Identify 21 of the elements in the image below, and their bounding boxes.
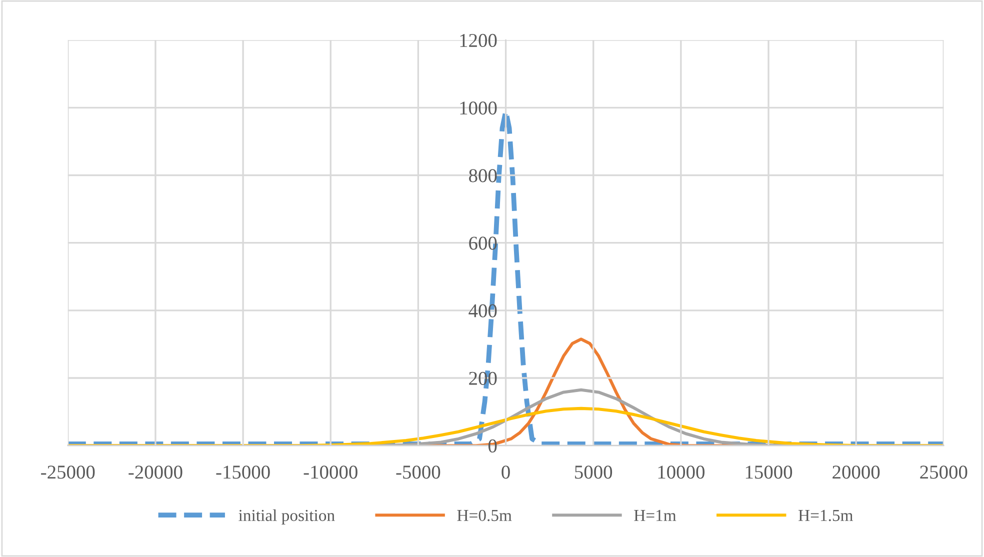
x-tick-label: 15000 [746,466,792,479]
y-tick-label: 1000 [460,102,497,115]
x-tick-label: 5000 [575,466,612,479]
x-tick-label: -20000 [128,466,182,479]
x-tick-label: 25000 [920,466,968,479]
x-tick-label: -5000 [396,466,440,479]
x-tick-label: -15000 [216,466,270,479]
y-tick-label: 800 [469,169,497,182]
x-tick-label: -25000 [41,466,95,479]
legend-label: initial position [238,509,335,524]
y-tick-label: 600 [469,236,497,250]
x-tick-label: 20000 [832,466,880,479]
y-tick-label: 400 [468,304,497,318]
legend-label: H=1.5m [798,510,853,522]
x-tick-label: -10000 [304,466,358,479]
y-tick-label: 1200 [460,34,497,48]
legend-label: H=0.5m [457,510,512,522]
x-tick-label: 0 [502,466,510,479]
y-tick-label: 200 [469,372,497,385]
legend-label: H=1m [634,510,676,521]
x-tick-label: 10000 [658,466,704,479]
